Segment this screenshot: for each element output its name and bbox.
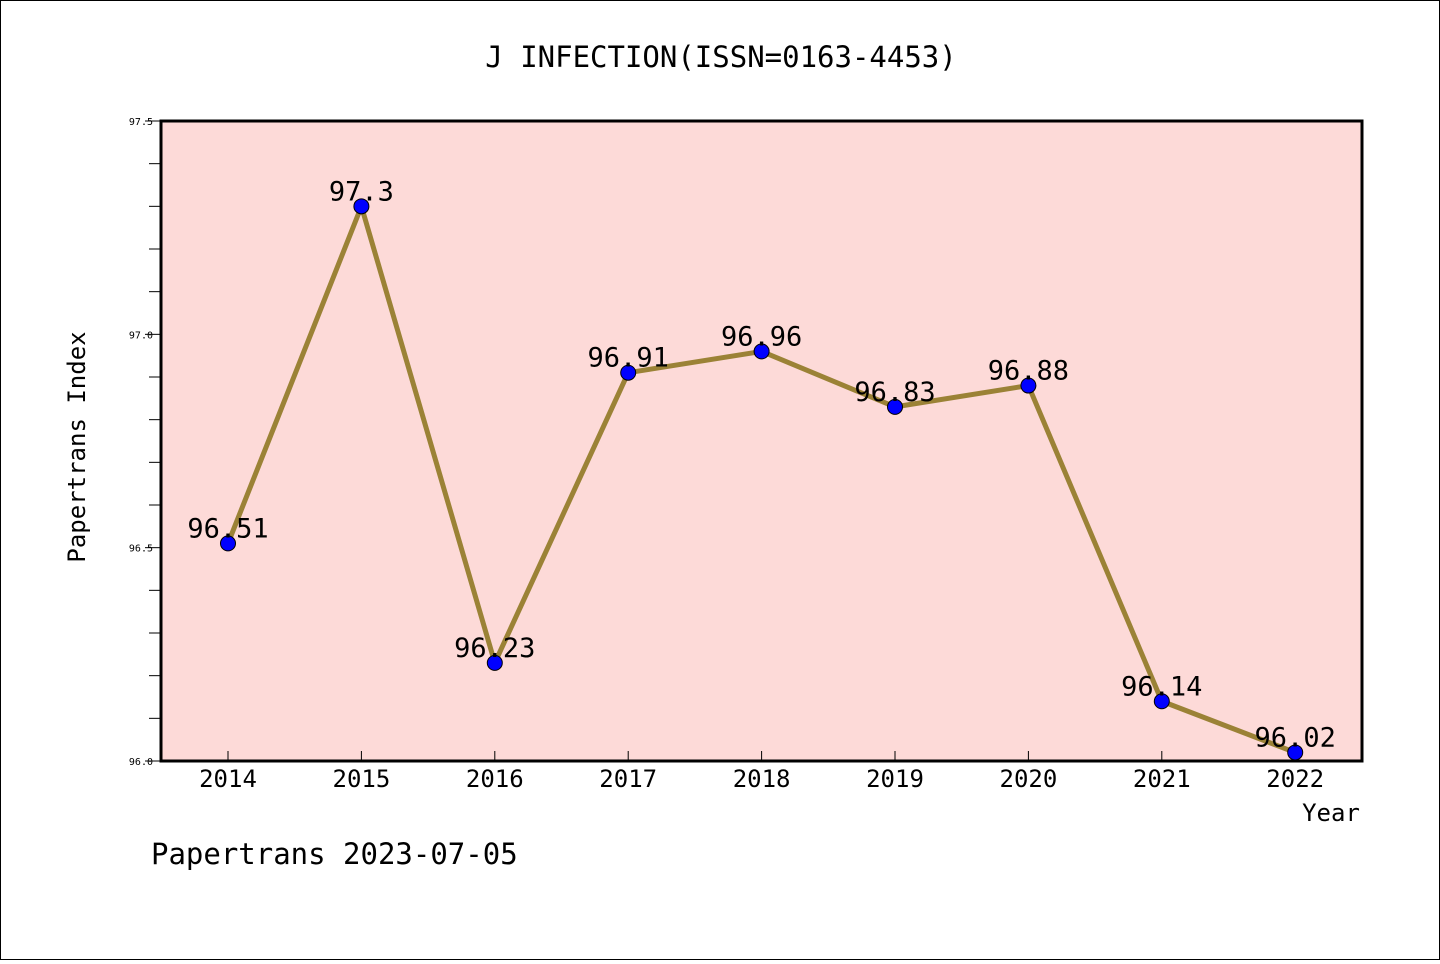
x-tick-label: 2014 bbox=[199, 765, 257, 793]
data-label: 96.02 bbox=[1255, 722, 1336, 753]
data-point bbox=[1153, 693, 1170, 710]
x-axis-label: Year bbox=[1302, 799, 1360, 827]
data-label: 96.14 bbox=[1121, 671, 1202, 702]
y-tick-label: 96.0 bbox=[129, 757, 153, 768]
x-tick-label: 2015 bbox=[333, 765, 391, 793]
data-label: 97.3 bbox=[329, 176, 394, 207]
data-label: 96.96 bbox=[721, 321, 802, 352]
x-tick-label: 2021 bbox=[1133, 765, 1191, 793]
data-label: 96.23 bbox=[454, 633, 535, 664]
data-label: 96.51 bbox=[187, 513, 268, 544]
y-tick-label: 97.0 bbox=[129, 330, 153, 341]
x-axis-ticks: 2014 2015 2016 2017 2018 2019 2020 2021 2022 bbox=[199, 751, 1324, 793]
y-tick-label: 96.5 bbox=[129, 544, 153, 555]
y-axis-label: Papertrans Index bbox=[63, 331, 91, 562]
plot-area bbox=[161, 121, 1362, 761]
x-tick-label: 2019 bbox=[866, 765, 924, 793]
data-label: 96.88 bbox=[988, 356, 1069, 387]
data-label: 96.91 bbox=[588, 343, 669, 374]
chart-title: J INFECTION(ISSN=0163-4453) bbox=[485, 40, 956, 74]
data-point bbox=[220, 535, 236, 552]
data-point bbox=[353, 198, 370, 215]
data-point bbox=[1020, 377, 1037, 394]
data-point bbox=[887, 398, 903, 415]
data-point bbox=[620, 364, 637, 381]
data-point bbox=[753, 343, 770, 360]
data-labels: 96.51 97.3 96.23 96.91 96.96 96.83 96.88 96.14 9… bbox=[187, 176, 1335, 753]
data-point bbox=[486, 654, 503, 671]
y-minor-ticks bbox=[149, 163, 161, 719]
plot-border bbox=[159, 119, 1364, 763]
series-layer bbox=[220, 198, 1304, 761]
data-label: 96.83 bbox=[854, 377, 935, 408]
x-tick-label: 2022 bbox=[1266, 765, 1324, 793]
y-axis-ticks: 96.0 96.5 97.0 97.5 bbox=[129, 117, 161, 768]
footer-text: Papertrans 2023-07-05 bbox=[151, 837, 518, 871]
x-tick-label: 2016 bbox=[466, 765, 524, 793]
x-tick-label: 2020 bbox=[1000, 765, 1058, 793]
x-tick-label: 2018 bbox=[733, 765, 791, 793]
x-tick-label: 2017 bbox=[599, 765, 657, 793]
y-tick-label: 97.5 bbox=[129, 117, 153, 128]
